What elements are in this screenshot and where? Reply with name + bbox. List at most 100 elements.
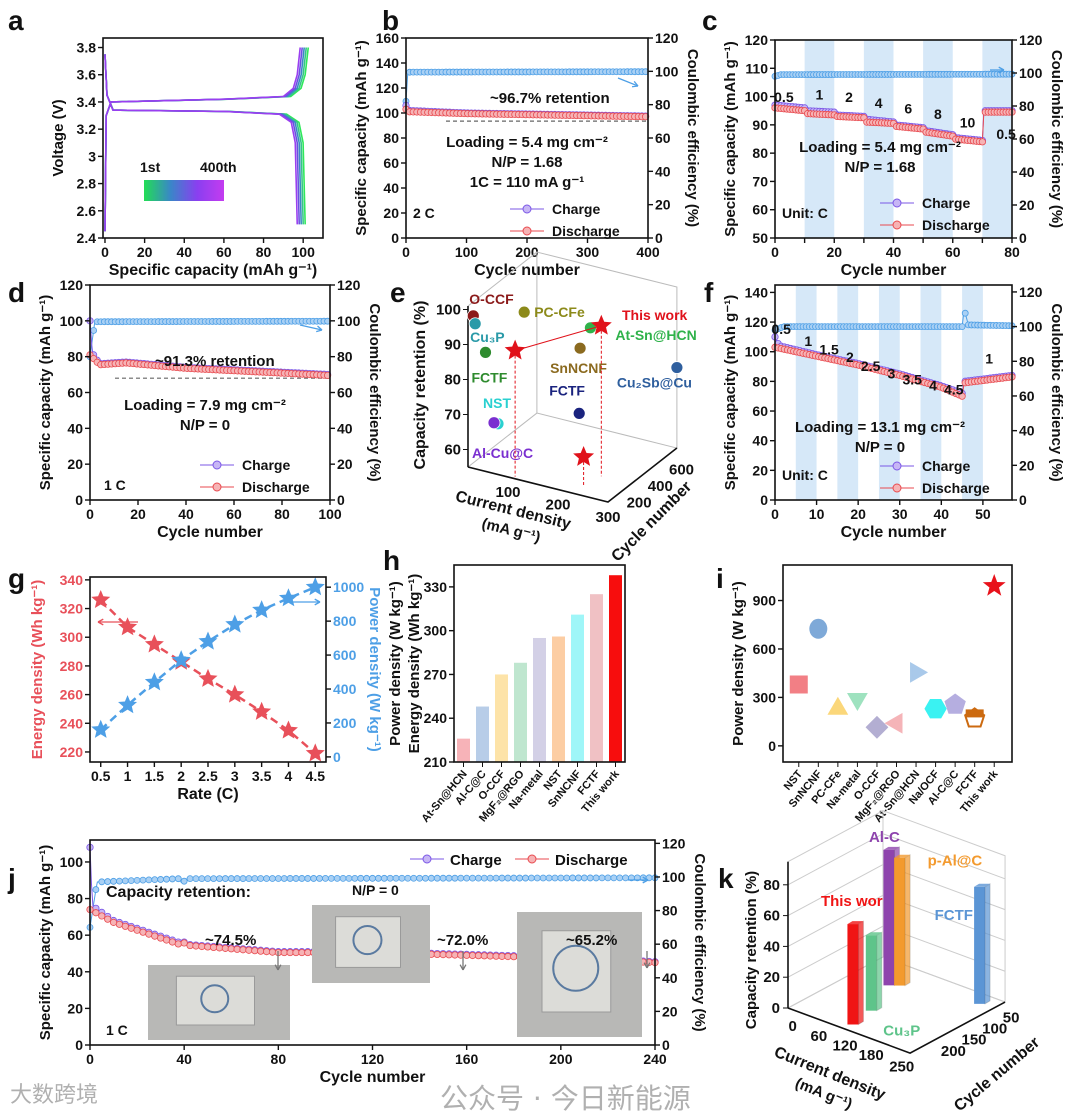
x-tick-label: 10 [809,506,825,522]
panel-letter-b: b [382,5,399,36]
y2-tick-label: 0 [337,492,345,508]
y-tick-label: 20 [383,205,399,221]
y-tick-label: 240 [60,715,84,731]
y2-tick-label: 800 [333,613,357,629]
data-point [522,874,529,882]
y-axis-label: Specific capacity (mAh g⁻¹) [722,295,739,490]
y-tick-label: 110 [745,60,768,76]
arrow-head [459,964,467,971]
x-axis-label: Cycle number [841,524,947,541]
star-marker [225,684,245,703]
rate-band [837,285,859,500]
y-tick-label: 50 [752,230,768,246]
y2-tick-label: 0 [655,230,663,246]
y-tick-label: 240 [424,710,448,726]
data-point [227,875,235,882]
data-point [262,948,271,956]
annotation-loading: Loading = 5.4 mg cm⁻² [446,134,608,151]
data-point-At-Sn@HCN [584,321,597,335]
x-tick-label: 0 [789,1018,797,1035]
data-point [474,952,483,960]
data-point [463,951,471,959]
y-tick-label: 900 [753,593,777,609]
bar-label: Al-C [869,829,900,846]
data-point [268,948,277,956]
y-tick-label: 60 [383,155,399,171]
data-point [186,941,194,950]
y-tick-label: 270 [424,666,448,682]
data-point [157,876,165,883]
data-point [533,874,541,882]
panel-letter-f: f [704,277,714,308]
y2-tick-label: 20 [1019,197,1035,213]
data-point-Cu₂Sb@Cu [670,361,684,374]
bar-label: Cu₃P [883,1023,920,1040]
point-label: FCTF [472,369,508,385]
rate-label: 10 [960,115,976,131]
rate-label: 2 [846,349,854,365]
x-tick-label: 100 [495,484,520,501]
data-point [239,875,247,882]
data-point-Cu₃P [468,317,482,331]
y-tick-label: 3 [88,148,96,164]
plot-area-g [91,577,325,762]
arrow-head [631,80,639,88]
y-tick-label: 0 [768,738,776,754]
voltage-curve-charge [104,47,304,232]
data-point [245,875,253,882]
bar-MgF₂@RGO [514,662,527,762]
data-point [404,874,412,882]
data-point [586,874,594,882]
y2-tick-label: 60 [337,385,353,401]
y-tick-label: 330 [424,579,448,595]
y-tick-label: 60 [752,202,768,218]
data-point [575,874,582,882]
y-tick-label: 0 [391,230,399,246]
data-point [369,874,376,882]
x-tick-label: 160 [455,1051,479,1067]
data-point [551,874,559,882]
bar-label: p-Al@C [928,853,983,870]
arrow-head [314,598,321,606]
bar-FCTF [974,882,991,1005]
panel-letter-h: h [383,545,400,576]
y2-tick-label: 20 [655,197,671,213]
y2-tick-label: 100 [1019,319,1043,335]
annotation-retention: ~91.3% retention [155,353,275,370]
x-tick-label: 250 [889,1058,914,1075]
panel-g: g 0.5 1 1.5 2 2.5 3 3.5 4 4.5 220 240 260 280 300 320 34… [8,563,383,803]
y2-tick-label: 100 [337,313,361,329]
z-tick-label: 50 [1003,1009,1020,1026]
x-tick-label: 200 [515,244,539,260]
x-tick-label: 200 [545,497,570,514]
legend-label-discharge: Discharge [552,223,620,239]
x-axis-label: Cycle number [157,524,263,541]
x-tick-label: 40 [934,506,950,522]
point-label: PC-CFe [534,304,585,320]
data-point [192,875,200,883]
star-marker [278,720,298,739]
data-point [557,874,565,882]
plot-area-b [402,68,650,122]
panel-letter-g: g [8,563,25,594]
x-tick-label: 40 [886,244,902,260]
point-label: O-CCF [469,291,514,307]
y-tick-label: 2.4 [77,230,97,246]
star-marker [118,695,138,714]
data-point [174,940,182,948]
data-point [604,874,612,882]
x-tick-label: 0 [402,244,410,260]
y2-axis-label: Coulombic efficiency (%) [1048,50,1065,228]
y-tick-label: 140 [745,284,769,300]
point-label: At-Sn@HCN [615,327,696,343]
legend-label-charge: Charge [922,195,970,211]
data-point [127,924,135,932]
series-coulombic-efficiency [771,70,1016,80]
back-wall-right [536,251,678,449]
data-point [280,875,288,882]
y-tick-label: 210 [424,754,448,770]
y2-tick-label: 40 [1019,164,1035,180]
bar-side [876,931,883,1012]
annotation-retention-160: ~72.0% [437,932,488,949]
